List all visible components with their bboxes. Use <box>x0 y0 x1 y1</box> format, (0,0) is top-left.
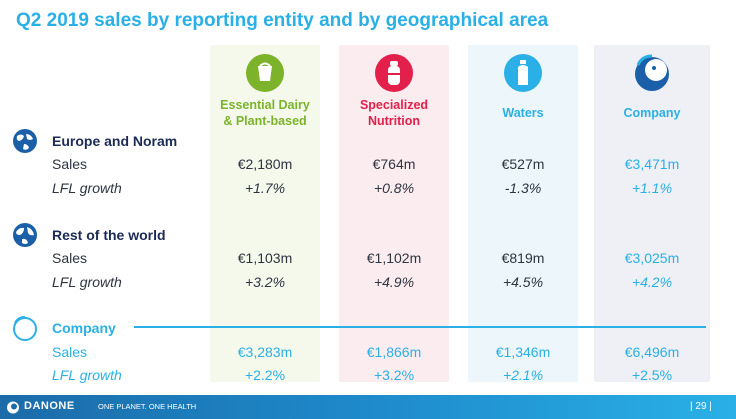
company-total-sales: €6,496m <box>624 344 680 360</box>
row-waters-sales: €819m <box>501 250 545 266</box>
europe-nutrition-sales: €764m <box>372 156 416 172</box>
company-dairy-lfl: +2.2% <box>244 367 286 383</box>
footer-brand: DANONE <box>24 400 75 412</box>
sales-row-label: Sales <box>52 250 88 266</box>
nutrition-column-panel <box>339 45 449 382</box>
company-column-panel <box>594 45 710 382</box>
row-dairy-lfl: +3.2% <box>244 274 286 290</box>
europe-company-sales: €3,471m <box>624 156 680 172</box>
company-nutrition-lfl: +3.2% <box>373 367 415 383</box>
europe-nutrition-lfl: +0.8% <box>373 180 415 196</box>
row-dairy-sales: €1,103m <box>237 250 293 266</box>
column-header-waters: Waters <box>502 106 544 120</box>
baby-bottle-icon <box>375 54 413 92</box>
danone-logo-icon <box>635 54 669 91</box>
row-company-lfl: +4.2% <box>631 274 673 290</box>
column-header-company: Company <box>623 106 681 120</box>
cup-icon <box>246 54 284 92</box>
company-waters-lfl: +2.1% <box>502 367 544 383</box>
lfl-row-label: LFL growth <box>52 274 122 290</box>
europe-company-lfl: +1.1% <box>631 180 673 196</box>
footer-tagline: ONE PLANET. ONE HEALTH <box>98 402 197 411</box>
company-nutrition-sales: €1,866m <box>366 344 422 360</box>
row-nutrition-lfl: +4.9% <box>373 274 415 290</box>
sales-row-label: Sales <box>52 156 88 172</box>
row-waters-lfl: +4.5% <box>502 274 544 290</box>
danone-logo-icon <box>7 401 19 414</box>
europe-waters-sales: €527m <box>501 156 545 172</box>
section-title-rest-of-world: Rest of the world <box>52 227 166 243</box>
footer-bar: DANONE ONE PLANET. ONE HEALTH | 29 | <box>0 395 736 419</box>
europe-dairy-sales: €2,180m <box>237 156 293 172</box>
lfl-row-label: LFL growth <box>52 180 122 196</box>
row-nutrition-sales: €1,102m <box>366 250 422 266</box>
company-waters-sales: €1,346m <box>495 344 551 360</box>
waters-column-panel <box>468 45 578 382</box>
column-header-nutrition: Specialized Nutrition <box>359 98 429 128</box>
section-title-europe: Europe and Noram <box>52 133 178 149</box>
europe-dairy-lfl: +1.7% <box>244 180 286 196</box>
danone-logo-icon <box>13 316 37 341</box>
sales-row-label: Sales <box>52 344 88 360</box>
lfl-row-label: LFL growth <box>52 367 122 383</box>
company-dairy-sales: €3,283m <box>237 344 293 360</box>
row-company-sales: €3,025m <box>624 250 680 266</box>
company-total-lfl: +2.5% <box>631 367 673 383</box>
globe-icon <box>13 129 37 153</box>
dairy-column-panel <box>210 45 320 382</box>
water-bottle-icon <box>504 54 542 92</box>
section-title-company: Company <box>52 320 116 336</box>
column-header-dairy: Essential Dairy & Plant-based <box>220 98 310 128</box>
page-title: Q2 2019 sales by reporting entity and by… <box>16 10 549 31</box>
page-number: | 29 | <box>690 401 712 412</box>
globe-icon <box>13 223 37 247</box>
europe-waters-lfl: -1.3% <box>504 180 542 196</box>
company-divider-line <box>134 326 706 328</box>
